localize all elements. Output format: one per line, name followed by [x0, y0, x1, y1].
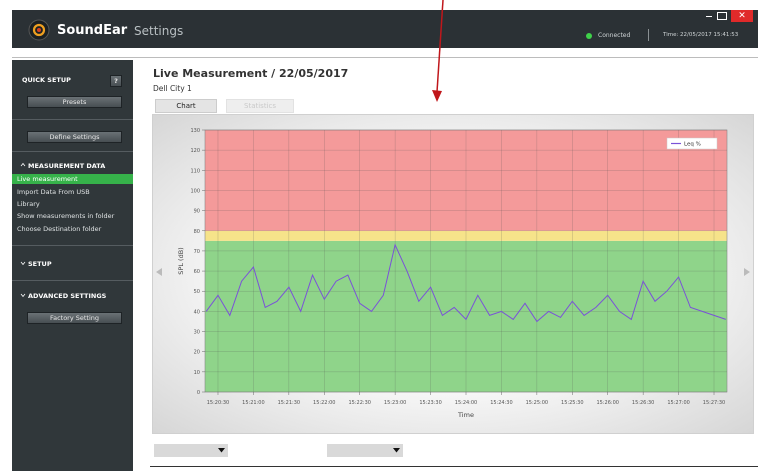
minimize-button[interactable] [704, 12, 714, 20]
divider [648, 29, 649, 41]
x-tick-label: 15:22:00 [313, 400, 335, 406]
y-axis-label: SPL (dB) [177, 247, 185, 274]
y-tick-label: 100 [190, 188, 200, 194]
dropdown[interactable] [327, 444, 403, 457]
x-tick-label: 15:27:00 [667, 400, 689, 406]
sidebar [12, 60, 133, 471]
clock: Time: 22/05/2017 15:41:53 [663, 32, 739, 38]
location: Dell City 1 [153, 84, 192, 93]
separator [12, 280, 133, 281]
zone-band [205, 230, 727, 241]
y-tick-label: 20 [194, 350, 200, 356]
expand-icon [20, 293, 26, 298]
y-tick-label: 60 [194, 269, 200, 275]
menu-item[interactable]: Choose Destination folder [17, 225, 102, 233]
y-tick-label: 40 [194, 309, 200, 315]
title-bar [12, 10, 758, 48]
menu-item[interactable]: Live measurement [17, 175, 78, 183]
legend-label: Leq % [684, 142, 701, 148]
tab[interactable]: Statistics [226, 99, 294, 113]
status: Connected [598, 32, 631, 39]
menu-item[interactable]: Library [17, 200, 40, 208]
next-arrow[interactable] [744, 268, 750, 276]
define-button[interactable]: Define Settings [27, 131, 122, 143]
brand: SoundEar [57, 23, 128, 38]
maximize-button[interactable] [717, 12, 727, 20]
legend-box [666, 137, 718, 150]
x-tick-label: 15:22:30 [348, 400, 370, 406]
y-tick-label: 110 [190, 168, 200, 174]
presets-button[interactable]: Presets [27, 96, 122, 108]
y-tick-label: 10 [194, 370, 200, 376]
y-tick-label: 80 [194, 229, 200, 235]
y-tick-label: 130 [190, 128, 200, 134]
section-heading[interactable]: SETUP [28, 260, 52, 268]
y-tick-label: 50 [194, 289, 200, 295]
y-tick-label: 0 [197, 390, 200, 396]
close-button[interactable]: ✕ [731, 10, 753, 22]
toolbar-line [12, 57, 758, 58]
zone-band [205, 240, 727, 392]
section-heading[interactable]: MEASUREMENT DATA [28, 162, 106, 170]
x-tick-label: 15:26:30 [632, 400, 654, 406]
section-heading[interactable]: ADVANCED SETTINGS [28, 292, 107, 300]
x-tick-label: 15:21:00 [242, 400, 264, 406]
dropdown[interactable] [154, 444, 228, 457]
section-heading: QUICK SETUP [22, 76, 71, 84]
x-tick-label: 15:20:30 [207, 400, 229, 406]
x-tick-label: 15:24:30 [490, 400, 512, 406]
x-tick-label: 15:25:30 [561, 400, 583, 406]
expand-icon [20, 261, 26, 266]
y-tick-label: 30 [194, 330, 200, 336]
menu-item[interactable]: Show measurements in folder [17, 212, 115, 220]
x-tick-label: 15:21:30 [278, 400, 300, 406]
x-axis-label: Time [457, 411, 474, 419]
prev-arrow[interactable] [156, 268, 162, 276]
data-line [205, 243, 726, 323]
bottom-line [150, 466, 758, 467]
y-tick-label: 120 [190, 148, 200, 154]
app-name: Settings [134, 24, 184, 38]
x-tick-label: 15:27:30 [703, 400, 725, 406]
x-tick-label: 15:26:00 [596, 400, 618, 406]
x-tick-label: 15:23:30 [419, 400, 441, 406]
logo [28, 19, 50, 41]
y-tick-label: 70 [194, 249, 200, 255]
y-tick-label: 90 [194, 209, 200, 215]
factory-button[interactable]: Factory Setting [27, 312, 122, 324]
separator [12, 245, 133, 246]
selected-item [12, 174, 133, 184]
page-title: Live Measurement / 22/05/2017 [153, 67, 349, 80]
menu-item[interactable]: Import Data From USB [17, 188, 90, 196]
x-tick-label: 15:25:00 [526, 400, 548, 406]
tab-active[interactable]: Chart [155, 99, 217, 113]
separator [12, 119, 133, 120]
zone-band [205, 130, 727, 231]
status-dot [586, 33, 592, 39]
help-button[interactable]: ? [110, 75, 122, 87]
separator [12, 151, 133, 152]
collapse-icon [20, 162, 26, 167]
x-tick-label: 15:24:00 [455, 400, 477, 406]
x-tick-label: 15:23:00 [384, 400, 406, 406]
